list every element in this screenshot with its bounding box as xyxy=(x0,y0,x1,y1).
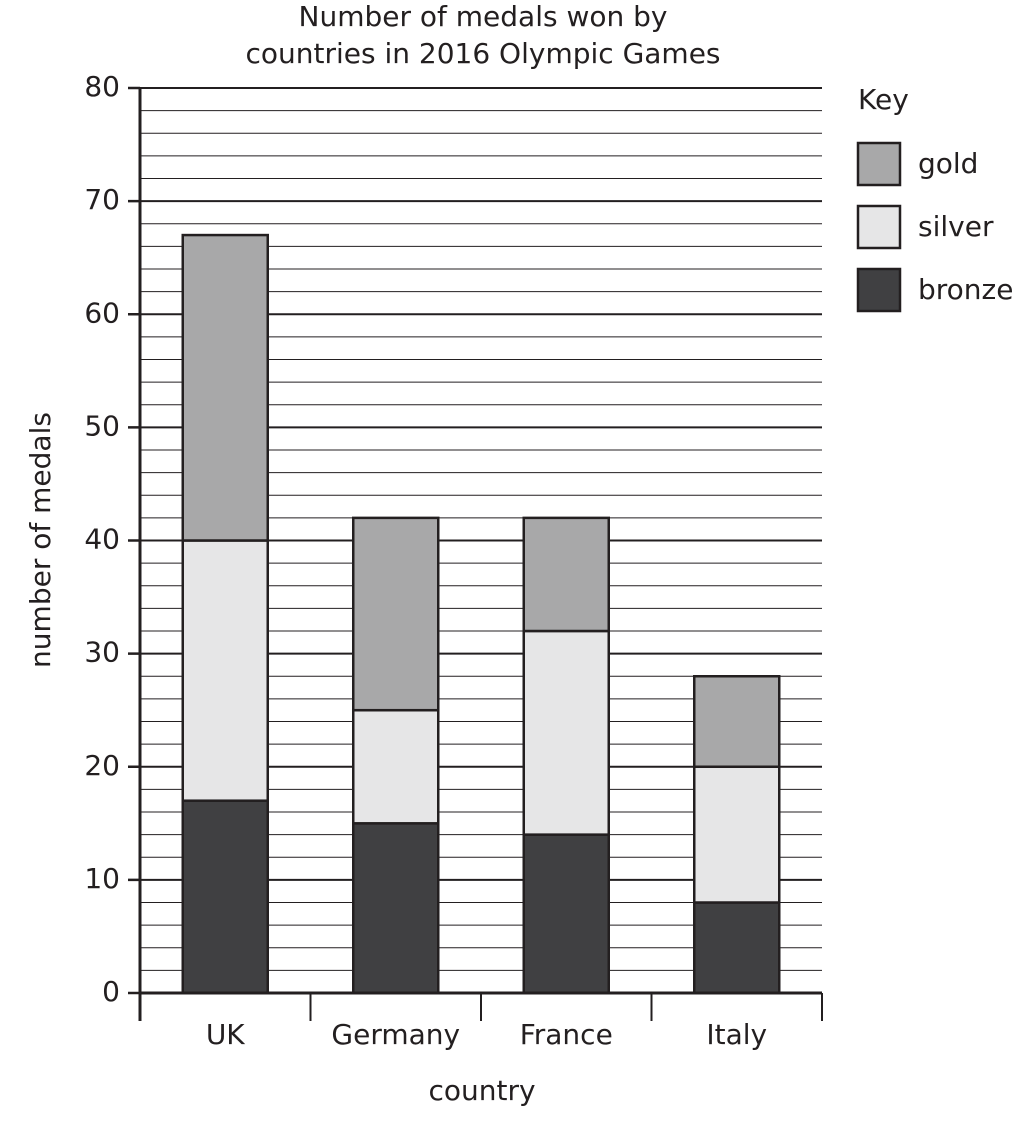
bar-segment xyxy=(522,629,610,836)
bar-segment xyxy=(522,833,610,995)
y-tick-label: 50 xyxy=(84,409,120,442)
x-tick-label: France xyxy=(520,1018,613,1051)
bar-segment xyxy=(181,539,269,802)
y-tick-label: 60 xyxy=(84,296,120,329)
bar-segment xyxy=(352,708,440,825)
chart-title: countries in 2016 Olympic Games xyxy=(245,37,720,70)
legend-swatch xyxy=(856,267,902,313)
x-tick-label: Germany xyxy=(331,1018,460,1051)
x-axis-label: country xyxy=(428,1074,535,1107)
bar-segment xyxy=(693,765,781,904)
y-tick-label: 10 xyxy=(84,862,120,895)
bar-segment xyxy=(181,799,269,995)
bar-segment xyxy=(352,516,440,712)
y-tick-label: 20 xyxy=(84,749,120,782)
y-tick-label: 80 xyxy=(84,70,120,103)
bar-segment xyxy=(181,233,269,542)
y-tick-label: 40 xyxy=(84,523,120,556)
legend-label: gold xyxy=(918,147,978,180)
x-tick-label: UK xyxy=(206,1018,245,1051)
y-tick-label: 70 xyxy=(84,183,120,216)
y-tick-label: 30 xyxy=(84,636,120,669)
bar-segment xyxy=(352,822,440,995)
legend-label: silver xyxy=(918,210,994,243)
x-tick-label: Italy xyxy=(706,1018,767,1051)
legend-swatch xyxy=(856,141,902,187)
y-tick-label: 0 xyxy=(102,975,120,1008)
bar-segment xyxy=(693,901,781,995)
bar-segment xyxy=(522,516,610,633)
chart-title: Number of medals won by xyxy=(299,0,668,33)
legend-swatch xyxy=(856,204,902,250)
legend-label: bronze xyxy=(918,273,1013,306)
bar-segment xyxy=(693,675,781,768)
legend-title: Key xyxy=(858,83,909,116)
y-axis-label: number of medals xyxy=(24,412,57,668)
